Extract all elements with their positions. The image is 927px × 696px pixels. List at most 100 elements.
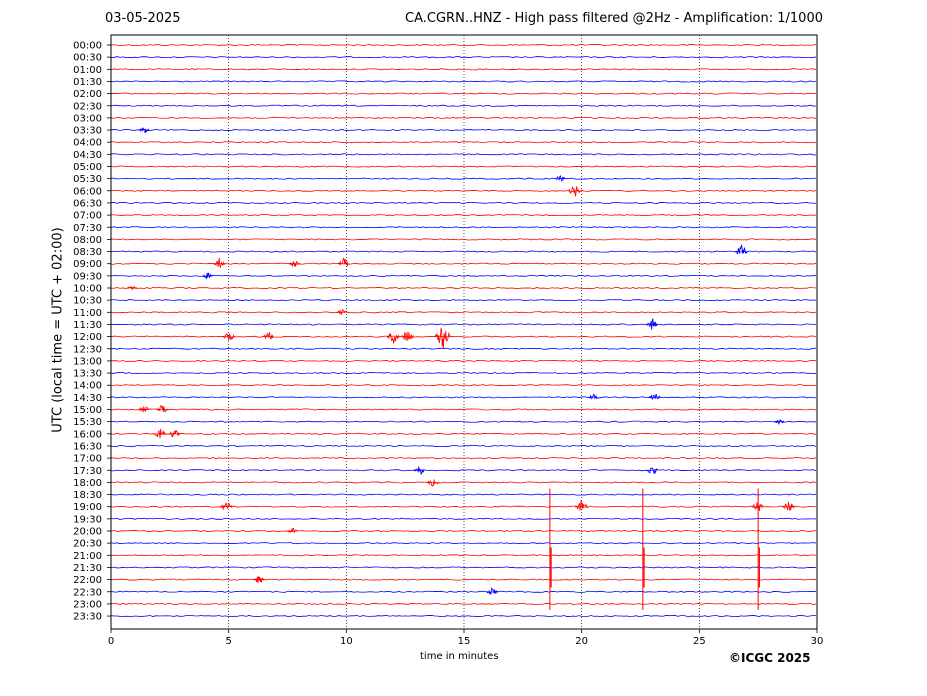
row-label: 16:00 (73, 429, 102, 440)
event-mark (427, 479, 439, 487)
row-label: 21:00 (73, 551, 102, 562)
row-label: 10:00 (73, 284, 102, 295)
trace-0830 (110, 250, 817, 253)
row-label: 13:00 (73, 356, 102, 367)
row-label: 08:00 (73, 235, 102, 246)
trace-1500 (110, 408, 817, 411)
event-mark (222, 332, 235, 341)
trace-2100 (110, 554, 817, 557)
event-mark (735, 244, 749, 255)
row-label: 02:30 (73, 101, 102, 112)
row-label: 06:30 (73, 198, 102, 209)
date-label: 03-05-2025 (105, 11, 181, 26)
event-mark (288, 260, 301, 268)
row-label: 03:00 (73, 113, 102, 124)
row-label: 08:30 (73, 247, 102, 258)
row-label: 05:00 (73, 162, 102, 173)
x-tick-label: 20 (575, 636, 588, 647)
x-tick-label: 30 (811, 636, 824, 647)
trace-1230 (110, 347, 817, 350)
row-label: 17:00 (73, 454, 102, 465)
trace-1430 (110, 396, 817, 399)
row-label: 22:00 (73, 575, 102, 586)
trace-2200 (110, 578, 817, 581)
event-mark (486, 586, 498, 595)
row-label: 19:30 (73, 514, 102, 525)
event-mark (262, 332, 275, 340)
event-mark (648, 394, 661, 400)
event-mark (202, 272, 213, 280)
event-mark (554, 175, 566, 182)
trace-2030 (110, 542, 817, 545)
trace-1600 (110, 432, 817, 435)
x-tick-label: 5 (225, 636, 231, 647)
row-label: 06:00 (73, 186, 102, 197)
trace-1130 (110, 323, 817, 326)
trace-0900 (110, 262, 817, 265)
event-mark (213, 257, 226, 269)
row-label: 12:00 (73, 332, 102, 343)
event-mark (434, 327, 451, 349)
x-axis-label: time in minutes (420, 651, 499, 662)
row-label: 04:30 (73, 150, 102, 161)
row-label: 13:30 (73, 369, 102, 380)
row-label: 10:30 (73, 296, 102, 307)
trace-0930 (110, 274, 817, 277)
event-mark (386, 332, 400, 344)
event-mark (253, 576, 265, 584)
row-label: 16:30 (73, 441, 102, 452)
trace-0330 (110, 129, 817, 132)
row-label: 15:00 (73, 405, 102, 416)
row-label: 23:30 (73, 612, 102, 623)
trace-1830 (110, 493, 817, 496)
trace-1400 (110, 384, 817, 387)
trace-1530 (110, 420, 817, 423)
trace-0000 (110, 44, 817, 47)
row-label: 09:00 (73, 259, 102, 270)
event-mark (286, 527, 298, 533)
row-label: 20:30 (73, 539, 102, 550)
trace-0800 (110, 238, 817, 241)
event-mark (138, 127, 150, 134)
event-mark (126, 285, 138, 291)
event-mark (646, 467, 658, 474)
row-label: 14:00 (73, 381, 102, 392)
event-mark (153, 428, 167, 439)
row-label: 20:00 (73, 527, 102, 538)
event-mark (588, 393, 599, 400)
row-label: 23:00 (73, 599, 102, 610)
trace-2000 (110, 529, 817, 533)
event-mark (156, 404, 169, 413)
trace-0130 (110, 80, 817, 83)
row-label: 01:30 (73, 77, 102, 88)
trace-0700 (110, 214, 817, 217)
row-label: 05:30 (73, 174, 102, 185)
row-label: 12:30 (73, 344, 102, 355)
trace-1300 (110, 359, 817, 362)
trace-0730 (110, 226, 817, 229)
trace-0030 (110, 56, 817, 59)
y-axis-label: UTC (local time = UTC + 02:00) (50, 227, 66, 433)
row-label: 00:00 (73, 41, 102, 52)
trace-0530 (110, 177, 817, 180)
x-tick-label: 25 (693, 636, 706, 647)
trace-1100 (110, 311, 817, 314)
x-tick-label: 10 (340, 636, 353, 647)
row-label: 19:00 (73, 502, 102, 513)
trace-0200 (110, 92, 817, 95)
copyright-label: ©ICGC 2025 (729, 651, 811, 665)
row-label: 01:00 (73, 65, 102, 76)
trace-1330 (110, 372, 817, 375)
row-label: 09:30 (73, 271, 102, 282)
trace-1730 (110, 469, 817, 472)
row-label: 07:00 (73, 211, 102, 222)
x-tick-label: 15 (458, 636, 471, 647)
event-mark (575, 499, 589, 511)
x-tick-label: 0 (108, 636, 114, 647)
trace-1030 (110, 299, 817, 302)
event-mark (336, 308, 347, 316)
trace-0430 (110, 153, 817, 156)
event-mark (568, 186, 582, 197)
trace-1700 (110, 457, 817, 460)
